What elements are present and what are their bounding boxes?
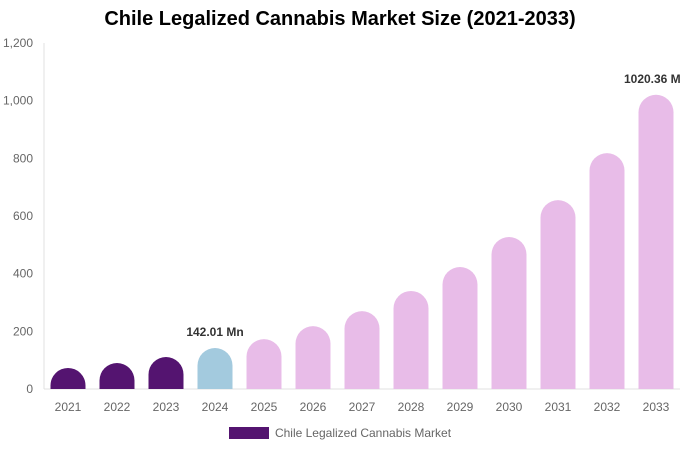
x-tick-label: 2024 xyxy=(202,400,229,414)
legend-label: Chile Legalized Cannabis Market xyxy=(274,426,452,440)
bar-2026 xyxy=(295,326,331,389)
legend-swatch xyxy=(228,427,269,439)
bar-2031 xyxy=(540,200,576,389)
x-tick-label: 2022 xyxy=(104,400,131,414)
x-tick-label: 2023 xyxy=(153,400,180,414)
bar-2028 xyxy=(393,290,429,389)
x-tick-label: 2029 xyxy=(447,400,474,414)
x-tick-label: 2021 xyxy=(55,400,82,414)
bar-2030 xyxy=(491,237,527,389)
legend: Chile Legalized Cannabis Market xyxy=(0,426,680,440)
y-tick-label: 600 xyxy=(13,209,33,223)
y-tick-label: 1,000 xyxy=(3,94,33,108)
y-tick-label: 1,200 xyxy=(3,36,33,50)
data-label-2033: 1020.36 Mn xyxy=(624,72,680,86)
x-tick-label: 2033 xyxy=(643,400,670,414)
x-tick-label: 2025 xyxy=(251,400,278,414)
y-tick-label: 0 xyxy=(26,382,33,396)
bar-2032 xyxy=(589,153,625,389)
bar-2024 xyxy=(197,348,233,389)
bar-2023 xyxy=(148,356,184,389)
bar-2027 xyxy=(344,311,380,389)
x-tick-label: 2031 xyxy=(545,400,572,414)
x-tick-label: 2030 xyxy=(496,400,523,414)
y-tick-label: 200 xyxy=(13,324,33,338)
chart-title: Chile Legalized Cannabis Market Size (20… xyxy=(104,8,576,30)
data-label-2024: 142.01 Mn xyxy=(186,325,243,339)
x-tick-label: 2027 xyxy=(349,400,376,414)
bar-2021 xyxy=(50,367,86,389)
bar-2033 xyxy=(638,94,674,389)
y-tick-label: 400 xyxy=(13,267,33,281)
bar-2022 xyxy=(99,363,135,389)
bar-2025 xyxy=(246,339,282,389)
x-tick-label: 2026 xyxy=(300,400,327,414)
x-tick-label: 2032 xyxy=(594,400,621,414)
y-tick-label: 800 xyxy=(13,151,33,165)
x-tick-label: 2028 xyxy=(398,400,425,414)
bar-2029 xyxy=(442,267,478,389)
